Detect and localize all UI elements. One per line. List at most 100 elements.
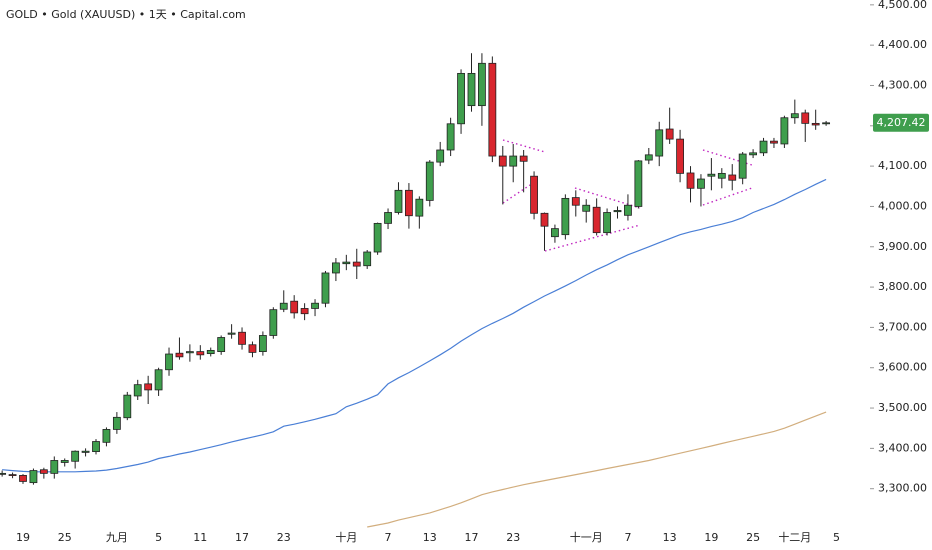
y-tick-label: 4,000.00 bbox=[878, 199, 927, 212]
candle bbox=[238, 327, 246, 350]
candle bbox=[196, 345, 205, 360]
candle-body bbox=[822, 122, 831, 125]
candle bbox=[551, 224, 559, 243]
candle bbox=[530, 171, 538, 220]
candle-body bbox=[92, 441, 100, 452]
candle bbox=[446, 117, 455, 157]
x-tick-label: 十一月 bbox=[570, 530, 603, 544]
candle bbox=[749, 149, 757, 159]
candle bbox=[300, 303, 309, 321]
x-tick-label: 25 bbox=[746, 531, 760, 544]
candle-body bbox=[394, 189, 403, 213]
candle-body bbox=[39, 469, 48, 474]
candle-body bbox=[717, 172, 726, 179]
candle bbox=[738, 152, 747, 185]
candle bbox=[467, 53, 476, 112]
candle bbox=[342, 254, 351, 271]
candle bbox=[801, 109, 810, 142]
y-tick-label: 3,400.00 bbox=[878, 441, 927, 454]
candle-body bbox=[185, 351, 194, 354]
candle-body bbox=[300, 308, 309, 315]
y-tick-label: 3,800.00 bbox=[878, 280, 927, 293]
candle bbox=[561, 194, 570, 240]
candle bbox=[8, 472, 17, 479]
candle-body bbox=[540, 212, 549, 227]
candle-body bbox=[738, 153, 747, 179]
candle bbox=[71, 450, 80, 469]
candle bbox=[457, 69, 465, 134]
candle-body bbox=[592, 206, 601, 234]
candle bbox=[498, 145, 507, 205]
candle bbox=[279, 290, 288, 313]
candle bbox=[331, 258, 340, 282]
candle bbox=[759, 137, 768, 157]
candle bbox=[644, 147, 653, 165]
x-tick-label: 5 bbox=[833, 531, 840, 544]
y-tick-label: 3,500.00 bbox=[878, 401, 927, 414]
candle bbox=[19, 474, 27, 484]
candle bbox=[488, 56, 497, 163]
candle bbox=[822, 120, 831, 126]
candle-body bbox=[676, 138, 684, 174]
candle-body bbox=[352, 261, 361, 267]
candle bbox=[624, 194, 632, 221]
candle-body bbox=[363, 251, 372, 267]
candle-body bbox=[446, 123, 455, 151]
last-price-label: 4,207.42 bbox=[877, 116, 926, 129]
candle bbox=[60, 458, 69, 467]
candle-body bbox=[71, 450, 80, 462]
candle bbox=[39, 467, 48, 479]
candle bbox=[582, 199, 591, 223]
x-tick-label: 十二月 bbox=[778, 530, 811, 544]
candle-body bbox=[498, 155, 507, 167]
candle-body bbox=[728, 174, 737, 181]
y-tick-label: 3,700.00 bbox=[878, 320, 927, 333]
candle bbox=[686, 166, 695, 203]
candle-body bbox=[269, 309, 278, 336]
candle bbox=[102, 427, 111, 447]
pattern-lines bbox=[502, 139, 753, 252]
x-tick-label: 17 bbox=[235, 531, 249, 544]
y-tick-label: 4,400.00 bbox=[878, 38, 927, 51]
candle bbox=[478, 53, 486, 126]
candle bbox=[436, 141, 445, 167]
candle bbox=[728, 164, 737, 191]
candle-body bbox=[561, 197, 570, 236]
candle bbox=[258, 331, 267, 356]
candle bbox=[165, 347, 173, 376]
y-tick-label: 4,300.00 bbox=[878, 78, 927, 91]
candle bbox=[206, 347, 215, 357]
candle bbox=[790, 99, 799, 124]
candle-body bbox=[478, 62, 486, 107]
candle-body bbox=[613, 210, 622, 213]
candle bbox=[217, 335, 226, 355]
candle bbox=[780, 115, 789, 148]
candle-body bbox=[405, 189, 413, 217]
candle-body bbox=[530, 175, 538, 214]
candle-body bbox=[279, 302, 288, 310]
candle-body bbox=[248, 344, 257, 353]
candle-body bbox=[144, 383, 153, 391]
candle-body bbox=[759, 140, 768, 154]
candle-body bbox=[467, 72, 476, 107]
candle-body bbox=[665, 128, 674, 140]
candle-body bbox=[425, 161, 434, 201]
candle bbox=[405, 183, 413, 229]
candle bbox=[665, 107, 674, 144]
candle-body bbox=[206, 349, 215, 355]
candle bbox=[519, 149, 528, 193]
candle bbox=[363, 249, 372, 269]
candle-body bbox=[373, 222, 382, 253]
y-tick-label: 4,500.00 bbox=[878, 0, 927, 11]
candle-body bbox=[196, 351, 205, 356]
y-tick-label: 3,300.00 bbox=[878, 482, 927, 495]
candle-body bbox=[258, 335, 267, 353]
candle bbox=[770, 137, 778, 148]
candle bbox=[123, 391, 132, 421]
candle-body bbox=[780, 117, 789, 145]
candle-body bbox=[415, 198, 424, 217]
pattern-line bbox=[544, 224, 641, 252]
candle-body bbox=[102, 429, 111, 443]
x-tick-label: 九月 bbox=[106, 531, 128, 544]
candle-body bbox=[50, 460, 59, 474]
